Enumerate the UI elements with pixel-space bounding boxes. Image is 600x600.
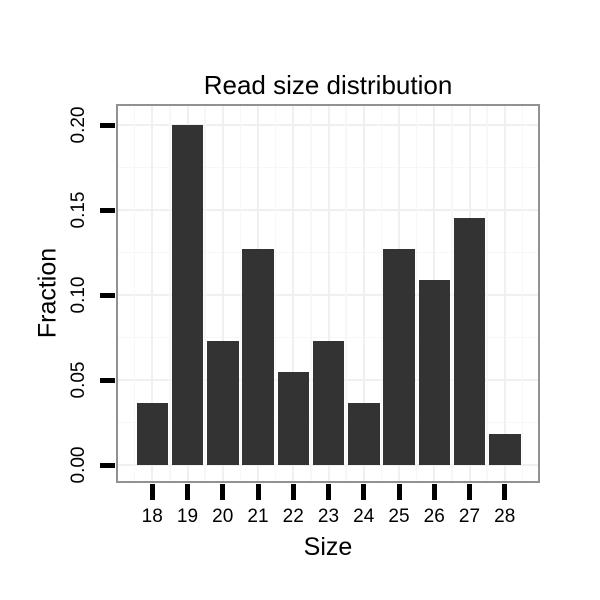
- y-axis-tick-label: 0.05: [68, 361, 89, 399]
- gridline-v-minor: [274, 104, 277, 483]
- gridline-v-major: [292, 104, 295, 483]
- chart-title: Read size distribution: [203, 70, 453, 100]
- gridline-v-minor: [415, 104, 418, 483]
- gridline-v-major: [151, 104, 154, 483]
- y-axis-tick: [100, 292, 115, 298]
- x-axis-tick-label: 26: [423, 506, 445, 527]
- y-axis-tick: [100, 207, 115, 213]
- gridline-v-minor: [310, 104, 312, 483]
- x-axis-tick: [149, 484, 155, 500]
- y-axis-tick-label: 0.20: [68, 106, 89, 144]
- x-axis-tick: [396, 484, 402, 500]
- gridline-v-minor: [380, 104, 383, 483]
- bar: [136, 403, 168, 465]
- bar: [277, 372, 309, 465]
- bar: [383, 248, 415, 465]
- gridline-v-minor: [133, 104, 136, 483]
- y-axis-tick: [100, 377, 115, 383]
- x-axis-tick-label: 25: [388, 506, 410, 527]
- bar: [453, 217, 486, 465]
- x-axis-tick: [185, 484, 190, 500]
- y-axis-tick: [100, 462, 115, 468]
- x-axis-title: Size: [303, 533, 353, 561]
- bar: [171, 125, 204, 465]
- x-axis-tick: [467, 484, 472, 500]
- gridline-v-minor: [169, 104, 171, 483]
- gridline-v-minor: [451, 104, 453, 483]
- bar: [312, 341, 345, 465]
- gridline-v-major: [503, 104, 506, 483]
- gridline-v-minor: [239, 104, 242, 483]
- bar: [348, 403, 380, 465]
- x-axis-tick: [502, 484, 508, 500]
- x-axis-tick-label: 24: [353, 506, 375, 527]
- x-axis-tick: [220, 484, 226, 500]
- gridline-v-major: [221, 104, 224, 483]
- x-axis-tick-label: 28: [494, 506, 516, 527]
- x-axis-tick-label: 22: [282, 506, 304, 527]
- y-axis-tick-label: 0.15: [68, 191, 89, 229]
- gridline-v-minor: [345, 104, 347, 483]
- y-axis-tick: [100, 122, 115, 128]
- bar: [489, 434, 521, 465]
- y-axis-tick-label: 0.00: [68, 446, 89, 484]
- x-axis-tick-label: 20: [212, 506, 234, 527]
- gridline-v-major: [362, 104, 365, 483]
- bar: [242, 248, 274, 465]
- x-axis-tick-label: 23: [317, 506, 340, 527]
- gridline-v-major: [327, 104, 330, 483]
- y-axis-tick-label: 0.10: [68, 276, 89, 314]
- bar: [418, 279, 450, 465]
- x-axis-tick-label: 27: [458, 506, 481, 527]
- x-axis-tick: [255, 484, 261, 500]
- x-axis-tick: [326, 484, 331, 500]
- x-axis-tick-label: 21: [247, 506, 269, 527]
- gridline-v-minor: [204, 104, 206, 483]
- x-axis-tick-label: 18: [141, 506, 163, 527]
- x-axis-tick-label: 19: [176, 506, 199, 527]
- plot-panel: [116, 104, 540, 483]
- x-axis-tick: [361, 484, 367, 500]
- bar: [207, 341, 239, 465]
- x-axis-tick: [431, 484, 437, 500]
- gridline-v-minor: [521, 104, 524, 483]
- x-axis-tick: [290, 484, 296, 500]
- gridline-v-minor: [486, 104, 488, 483]
